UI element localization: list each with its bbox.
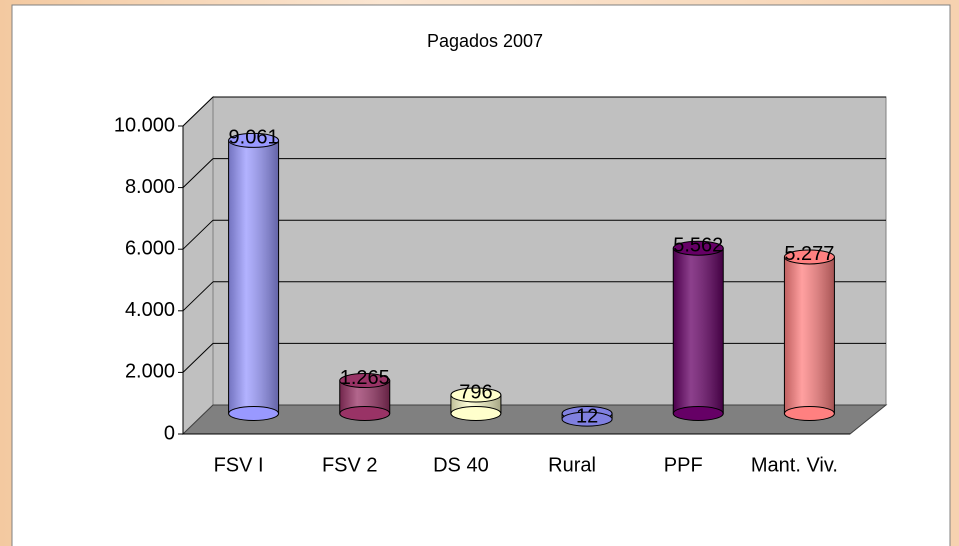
bar-group	[561, 406, 613, 427]
grid-line	[182, 219, 214, 250]
y-tick-label: 0	[164, 422, 175, 444]
x-tick-label: DS 40	[433, 454, 489, 476]
value-label: 5.277	[784, 243, 834, 265]
bar-bottom	[228, 406, 280, 421]
bar-top	[228, 132, 280, 148]
floor	[181, 404, 888, 435]
side-wall	[182, 95, 214, 436]
x-tick-label: FSV I	[214, 454, 264, 476]
bar-group	[339, 373, 391, 421]
y-tick-label: 6.000	[125, 237, 175, 259]
value-label: 9.061	[229, 127, 279, 149]
y-tick-label: 10.000	[114, 114, 175, 136]
x-tick-label: Rural	[548, 454, 596, 476]
bar-shade	[228, 140, 279, 414]
value-label: 796	[459, 381, 492, 403]
bar-bottom	[339, 406, 391, 421]
grid-line	[182, 96, 214, 127]
bar-shade	[673, 248, 724, 414]
bar-group	[450, 387, 502, 421]
value-label: 1.265	[340, 367, 390, 389]
bar-bottom	[672, 406, 724, 421]
bar-group	[228, 132, 280, 421]
grid-line	[182, 281, 214, 312]
bar-bottom	[450, 406, 502, 421]
bar-top	[672, 240, 724, 256]
x-tick-label: Mant. Viv.	[751, 454, 838, 476]
bar-group	[783, 249, 835, 421]
bar-top	[783, 249, 835, 265]
y-tick-label: 4.000	[125, 299, 175, 321]
bar-top	[450, 387, 502, 403]
y-tick-label: 8.000	[125, 176, 175, 198]
x-tick-label: FSV 2	[322, 454, 378, 476]
grid-line	[182, 343, 214, 373]
value-label: 12	[576, 405, 598, 427]
bar-shade	[784, 256, 835, 414]
grid-line	[182, 158, 214, 188]
chart-title: Pagados 2007	[427, 31, 543, 51]
value-label: 5.562	[673, 234, 723, 256]
y-tick-label: 2.000	[125, 361, 175, 383]
bar-top	[561, 411, 613, 427]
bar-group	[672, 240, 724, 421]
bar-bottom	[783, 406, 835, 421]
bar-top	[339, 373, 391, 389]
x-tick-label: PPF	[664, 454, 703, 476]
